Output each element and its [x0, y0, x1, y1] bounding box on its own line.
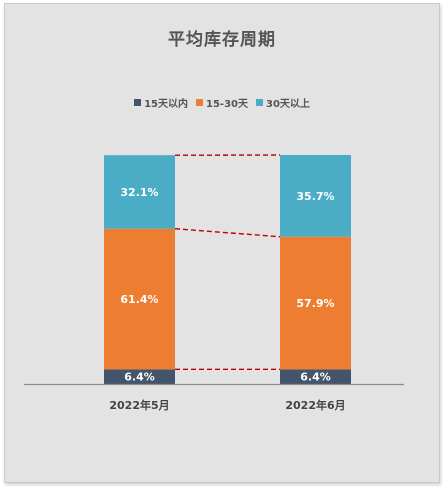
legend-item-2: 30天以上 [255, 95, 310, 110]
data-label-2-1: 35.7% [296, 190, 334, 203]
bar-1-0 [104, 228, 175, 370]
legend-label-0: 15天以内 [144, 99, 188, 110]
legend-swatch-0 [134, 99, 142, 106]
bar-0-1 [280, 369, 351, 384]
bar-2-1 [280, 155, 351, 237]
legend-item-0: 15天以内 [134, 95, 188, 110]
x-tick-label-0: 2022年5月 [109, 398, 169, 412]
data-label-0-1: 6.4% [300, 371, 331, 384]
data-label-2-0: 32.1% [120, 186, 158, 199]
legend-label-2: 30天以上 [265, 99, 310, 110]
data-label-1-1: 57.9% [296, 297, 334, 310]
bar-0-0 [104, 369, 175, 384]
legend-swatch-2 [255, 99, 263, 106]
legend-swatch-1 [196, 99, 203, 106]
x-tick-label-1: 2022年6月 [285, 398, 345, 412]
data-label-0-0: 6.4% [124, 371, 155, 384]
series-line-1 [174, 228, 281, 238]
data-label-1-0: 61.4% [120, 293, 158, 306]
bar-2-0 [104, 155, 175, 229]
chart-legend: 15天以内 15-30天 30天以上 [5, 95, 439, 110]
bar-1-1 [280, 236, 351, 370]
chart-title: 平均库存周期 [168, 30, 276, 50]
legend-item-1: 15-30天 [196, 95, 248, 110]
chart-frame: 平均库存周期 15天以内 15-30天 30天以上 [4, 3, 440, 483]
legend-label-1: 15-30天 [206, 99, 248, 110]
